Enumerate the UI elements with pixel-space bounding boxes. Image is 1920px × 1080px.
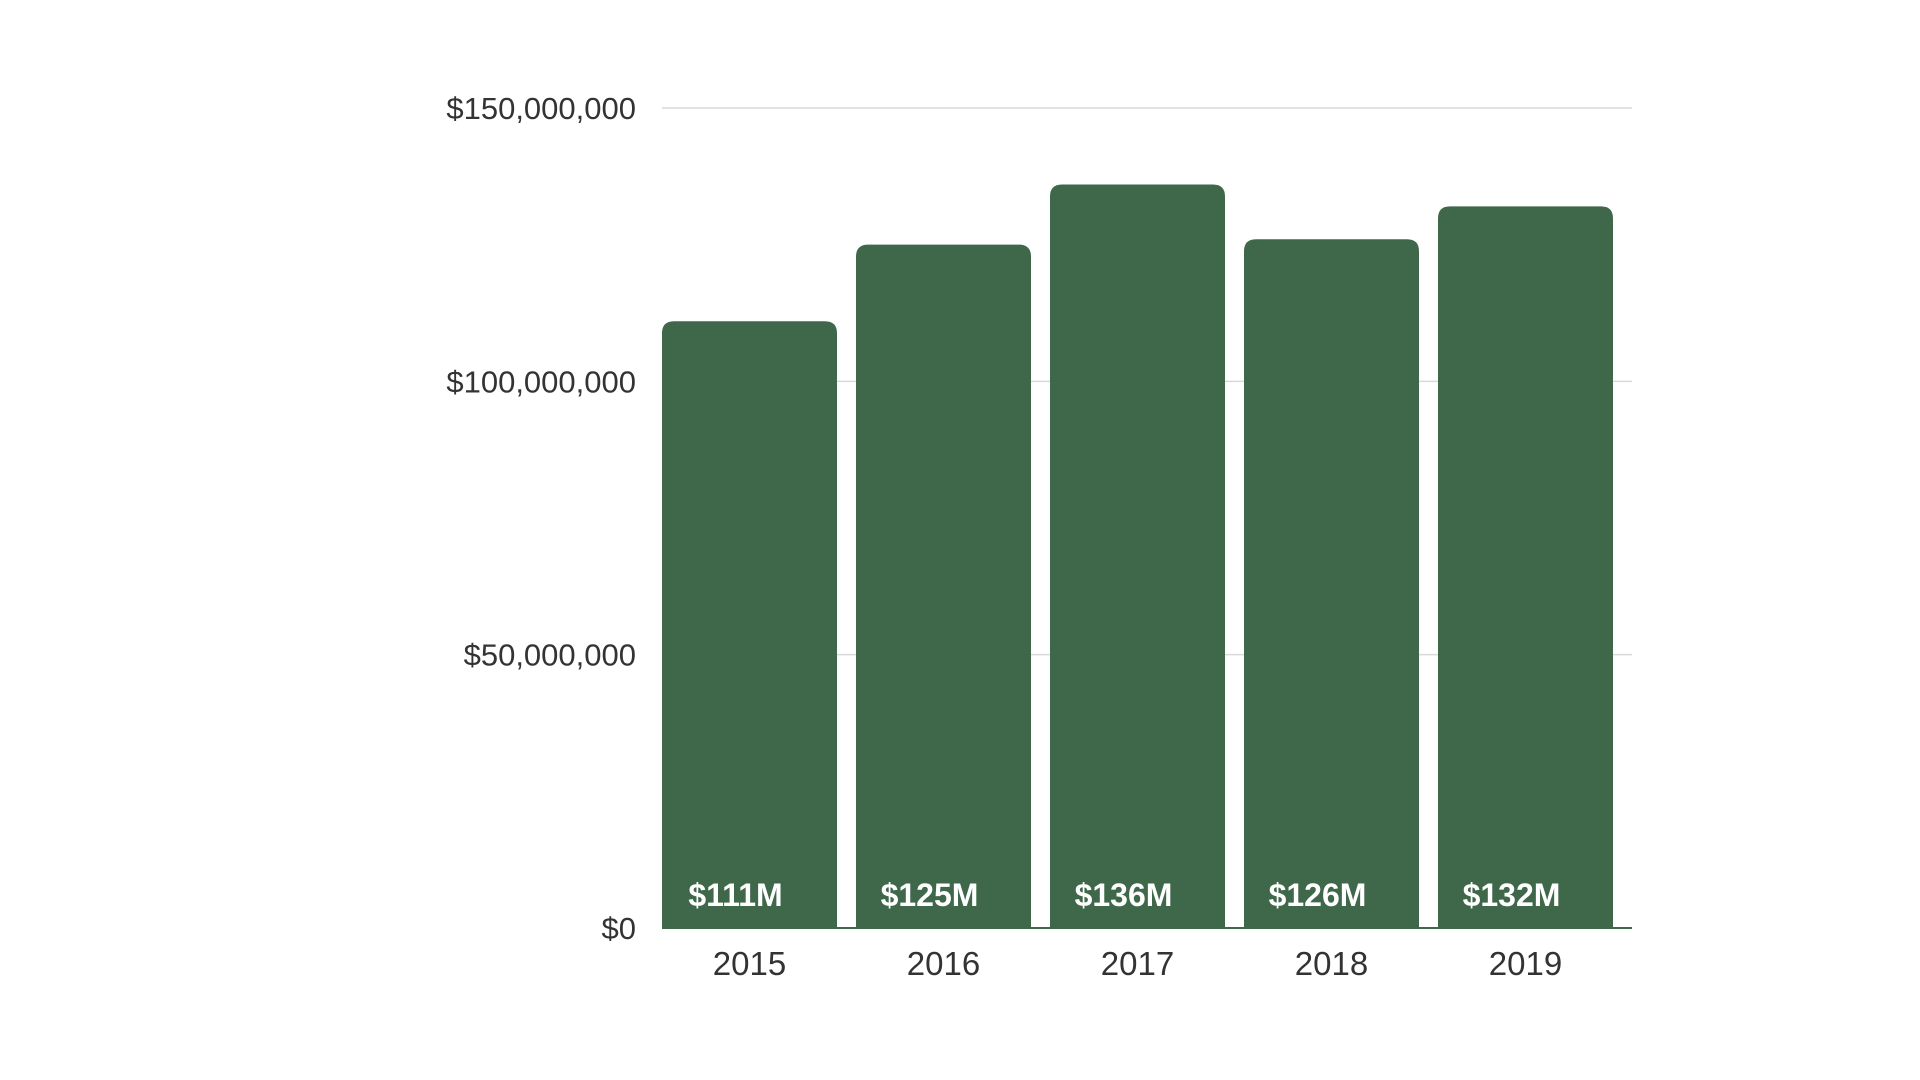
x-tick-label: 2019	[1489, 945, 1562, 982]
y-axis: $0 $50,000,000 $100,000,000 $150,000,000	[446, 91, 636, 946]
y-tick-label: $50,000,000	[464, 638, 636, 673]
bars: $111M $125M $136M $126M $132M	[662, 184, 1613, 929]
x-axis: 2015 2016 2017 2018 2019	[662, 927, 1632, 982]
bar-2019	[1438, 206, 1613, 928]
y-tick-label: $0	[602, 911, 636, 946]
x-tick-label: 2016	[907, 945, 980, 982]
y-tick-label: $100,000,000	[446, 364, 636, 399]
bar-2018	[1244, 239, 1419, 928]
bar-2015	[662, 321, 837, 928]
data-label: $136M	[1075, 877, 1173, 913]
data-label: $126M	[1269, 877, 1367, 913]
x-tick-label: 2015	[713, 945, 786, 982]
y-tick-label: $150,000,000	[446, 91, 636, 126]
data-label: $125M	[881, 877, 979, 913]
data-label: $132M	[1463, 877, 1561, 913]
x-tick-label: 2018	[1295, 945, 1368, 982]
data-label: $111M	[688, 877, 782, 913]
bar-2016	[856, 244, 1031, 928]
x-tick-label: 2017	[1101, 945, 1174, 982]
bar-2017	[1050, 184, 1225, 929]
